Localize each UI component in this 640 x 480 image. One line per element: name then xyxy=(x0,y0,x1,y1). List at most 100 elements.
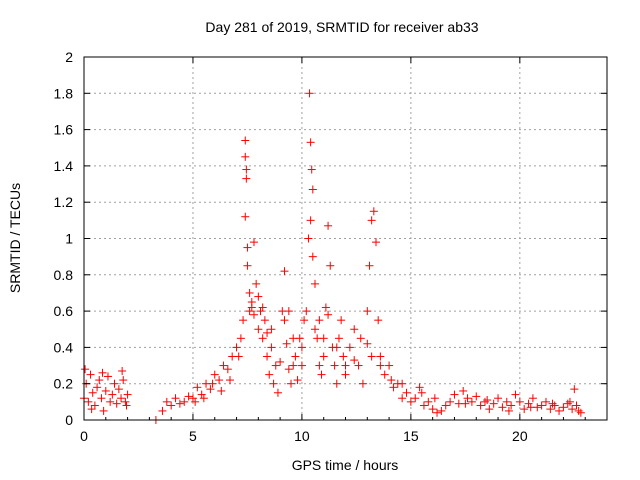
data-point xyxy=(559,403,568,412)
data-point xyxy=(188,394,197,403)
data-point xyxy=(504,406,513,415)
y-tick-label: 1.4 xyxy=(54,158,74,174)
data-point xyxy=(315,361,324,370)
data-point xyxy=(210,370,219,379)
data-point xyxy=(305,89,314,98)
data-point xyxy=(208,379,217,388)
data-point xyxy=(263,352,272,361)
y-tick-label: 0.2 xyxy=(54,376,74,392)
data-point xyxy=(234,352,243,361)
data-points xyxy=(80,89,585,424)
x-tick-label: 15 xyxy=(403,428,419,444)
data-point xyxy=(289,361,298,370)
data-point xyxy=(256,307,265,316)
data-point xyxy=(249,310,258,319)
data-point xyxy=(167,401,176,410)
data-point xyxy=(306,216,315,225)
data-point xyxy=(463,394,472,403)
data-point xyxy=(291,352,300,361)
data-point xyxy=(537,401,546,410)
data-point xyxy=(241,152,250,161)
y-tick-label: 0 xyxy=(65,412,73,428)
data-point xyxy=(97,394,106,403)
data-point xyxy=(472,392,481,401)
data-point xyxy=(112,399,121,408)
data-point xyxy=(380,370,389,379)
x-tick-label: 5 xyxy=(189,428,197,444)
data-point xyxy=(287,379,296,388)
data-point xyxy=(193,383,202,392)
data-point xyxy=(467,397,476,406)
data-point xyxy=(330,361,339,370)
data-point xyxy=(99,406,108,415)
data-point xyxy=(110,379,119,388)
data-point xyxy=(350,356,359,365)
data-point xyxy=(437,406,446,415)
data-point xyxy=(307,165,316,174)
data-point xyxy=(258,303,267,312)
data-point xyxy=(118,366,127,375)
data-point xyxy=(84,397,93,406)
data-point xyxy=(419,401,428,410)
data-point xyxy=(565,397,574,406)
data-point xyxy=(511,390,520,399)
data-point xyxy=(308,252,317,261)
y-tick-label: 1 xyxy=(65,231,73,247)
data-point xyxy=(308,185,317,194)
data-point xyxy=(108,390,117,399)
data-point xyxy=(550,401,559,410)
data-point xyxy=(236,334,245,343)
data-point xyxy=(461,399,470,408)
data-point xyxy=(424,397,433,406)
data-point xyxy=(86,370,95,379)
data-point xyxy=(265,370,274,379)
data-point xyxy=(526,403,535,412)
data-point xyxy=(528,394,537,403)
data-point xyxy=(319,334,328,343)
x-tick-label: 0 xyxy=(80,428,88,444)
data-point xyxy=(507,401,516,410)
data-point xyxy=(114,385,123,394)
data-point xyxy=(162,397,171,406)
data-point xyxy=(398,394,407,403)
data-point xyxy=(365,261,374,270)
data-point xyxy=(406,397,415,406)
data-point xyxy=(345,343,354,352)
data-point xyxy=(385,361,394,370)
x-axis-label: GPS time / hours xyxy=(292,457,399,473)
data-point xyxy=(324,221,333,230)
data-point xyxy=(232,343,241,352)
data-point xyxy=(376,352,385,361)
data-point xyxy=(415,383,424,392)
data-point xyxy=(121,397,130,406)
data-point xyxy=(319,352,328,361)
data-point xyxy=(441,401,450,410)
data-point xyxy=(90,401,99,410)
y-axis-label: SRMTID / TECUs xyxy=(7,183,23,293)
data-point xyxy=(273,388,282,397)
data-point xyxy=(245,288,254,297)
data-point xyxy=(402,388,411,397)
data-point xyxy=(245,307,254,316)
data-point xyxy=(81,365,90,374)
data-point xyxy=(282,339,291,348)
x-tick-label: 20 xyxy=(512,428,528,444)
data-point xyxy=(376,361,385,370)
data-point xyxy=(267,343,276,352)
data-point xyxy=(106,397,115,406)
data-point xyxy=(171,394,180,403)
data-point xyxy=(267,325,276,334)
data-point xyxy=(206,385,215,394)
data-point xyxy=(252,279,261,288)
data-point xyxy=(180,397,189,406)
data-point xyxy=(459,386,468,395)
data-point xyxy=(341,361,350,370)
y-tick-label: 1.6 xyxy=(54,122,74,138)
data-point xyxy=(191,397,200,406)
data-point xyxy=(88,388,97,397)
x-tick-label: 10 xyxy=(294,428,310,444)
data-point xyxy=(249,238,258,247)
data-point xyxy=(123,390,132,399)
data-point xyxy=(103,372,112,381)
